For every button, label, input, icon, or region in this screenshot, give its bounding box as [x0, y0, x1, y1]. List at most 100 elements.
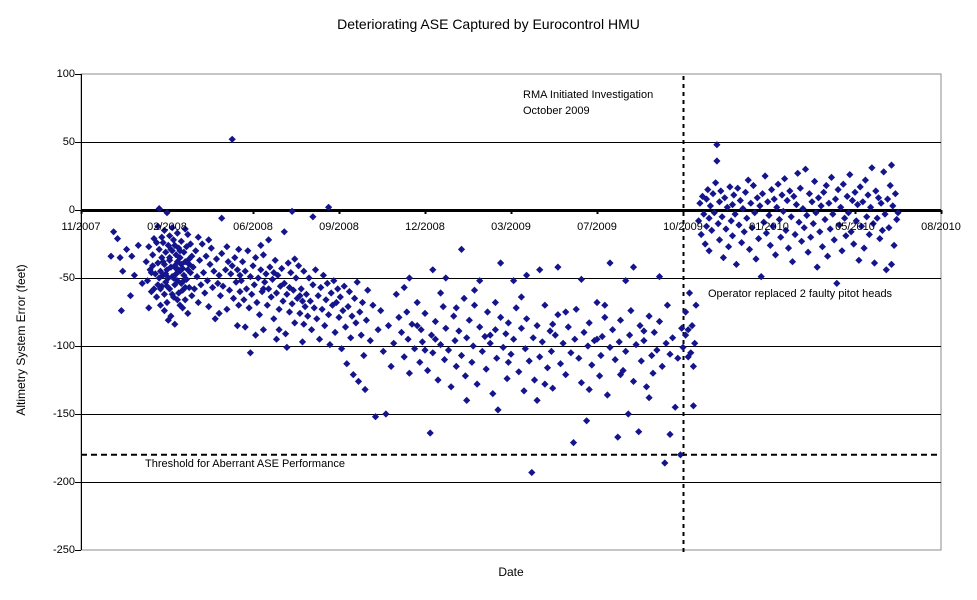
data-point — [852, 217, 860, 225]
data-point — [182, 275, 191, 283]
data-point — [870, 259, 879, 267]
data-point — [335, 313, 343, 321]
data-point — [235, 245, 243, 253]
data-point — [253, 298, 261, 307]
data-point — [640, 327, 648, 335]
data-point — [562, 371, 570, 379]
data-point — [848, 196, 856, 205]
data-point — [168, 290, 176, 298]
data-point — [267, 293, 275, 301]
data-point — [313, 315, 321, 323]
data-point — [249, 262, 257, 270]
data-point — [339, 307, 347, 315]
data-point — [834, 186, 842, 194]
data-point — [468, 358, 476, 366]
data-point — [764, 198, 772, 206]
data-point — [442, 274, 450, 282]
data-point — [483, 308, 492, 316]
data-point — [691, 339, 699, 347]
data-point — [825, 199, 833, 207]
data-point — [606, 259, 614, 267]
data-point — [502, 330, 510, 338]
data-point — [431, 335, 439, 343]
data-point — [272, 335, 281, 343]
data-point — [714, 220, 722, 228]
data-point — [287, 269, 295, 277]
data-point — [688, 322, 696, 330]
data-point — [176, 254, 184, 262]
data-point — [603, 391, 611, 399]
data-point — [244, 247, 252, 255]
data-point — [637, 357, 645, 365]
data-point — [360, 351, 368, 360]
data-point — [272, 289, 281, 297]
data-point — [405, 369, 413, 377]
data-point — [444, 346, 453, 354]
data-point — [130, 271, 138, 279]
data-point — [172, 251, 180, 259]
data-point — [447, 383, 455, 391]
data-point — [215, 271, 223, 279]
data-point — [343, 360, 351, 368]
data-point — [679, 343, 687, 351]
data-point — [296, 292, 304, 300]
data-point — [224, 258, 232, 266]
data-point — [223, 243, 231, 251]
data-point — [379, 347, 387, 355]
data-point — [395, 313, 403, 321]
data-point — [601, 301, 609, 309]
data-point — [554, 311, 562, 319]
data-point — [276, 282, 284, 290]
data-point — [782, 226, 790, 234]
data-point — [827, 173, 836, 181]
data-point — [588, 361, 596, 369]
data-point — [781, 175, 789, 183]
data-point — [712, 179, 720, 187]
data-point — [869, 220, 877, 228]
data-point — [616, 371, 625, 379]
data-point — [728, 232, 737, 240]
data-point — [556, 360, 565, 368]
data-point — [790, 192, 798, 200]
data-point — [384, 322, 393, 330]
rma-annotation-line1: RMA Initiated Investigation — [523, 89, 654, 101]
data-point — [181, 225, 189, 233]
data-point — [162, 270, 170, 278]
data-point — [805, 190, 813, 198]
data-point — [856, 183, 864, 191]
data-point — [336, 293, 344, 301]
data-point — [894, 209, 902, 217]
data-point — [684, 326, 692, 334]
data-point — [338, 345, 346, 353]
data-point — [284, 259, 292, 267]
data-point — [113, 235, 122, 243]
data-point — [315, 335, 324, 343]
data-point — [231, 254, 239, 262]
data-point — [153, 293, 161, 301]
data-point — [803, 211, 811, 219]
data-point — [507, 350, 515, 358]
data-point — [235, 301, 243, 309]
data-point — [317, 283, 325, 292]
data-point — [713, 141, 721, 149]
data-point — [584, 342, 592, 350]
data-point — [880, 168, 888, 176]
data-point — [486, 331, 494, 339]
data-point — [397, 328, 406, 336]
data-point — [755, 235, 763, 243]
data-point — [636, 322, 644, 330]
data-point — [482, 365, 490, 373]
data-point — [181, 296, 189, 304]
data-point — [515, 368, 523, 376]
data-point — [156, 285, 165, 293]
data-point — [250, 281, 258, 289]
y-tick-label: 50 — [62, 136, 75, 148]
data-point — [188, 252, 196, 260]
data-point — [807, 233, 815, 241]
data-point — [626, 331, 634, 339]
data-point — [325, 311, 333, 319]
data-point — [549, 320, 557, 328]
data-point — [708, 226, 716, 234]
data-point — [302, 290, 310, 298]
data-point — [322, 296, 330, 304]
